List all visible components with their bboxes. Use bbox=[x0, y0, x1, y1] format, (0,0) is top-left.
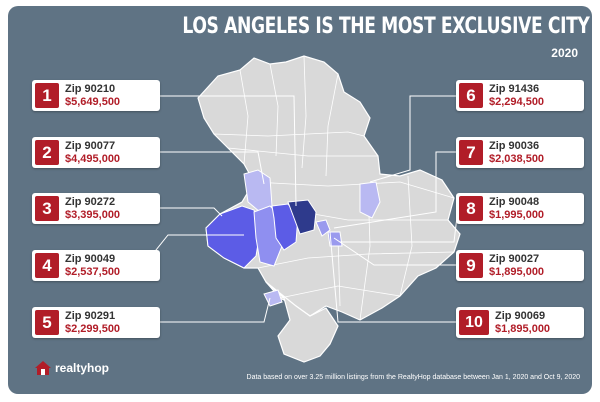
median-price: $4,495,000 bbox=[65, 152, 121, 165]
zip-code: Zip 90069 bbox=[495, 309, 546, 322]
realtyhop-logo: realtyhop bbox=[34, 360, 109, 376]
rank-badge: 3 bbox=[35, 196, 59, 221]
rank-badge: 8 bbox=[459, 196, 483, 221]
zip-ranking-card: 7 Zip 90036 $2,038,500 bbox=[456, 137, 584, 168]
zip-code: Zip 90210 bbox=[65, 82, 116, 95]
median-price: $3,395,000 bbox=[65, 208, 121, 221]
rank-badge: 6 bbox=[459, 83, 483, 108]
rank-badge: 4 bbox=[35, 253, 59, 278]
zip-code: Zip 90027 bbox=[489, 252, 540, 265]
zip-code: Zip 91436 bbox=[489, 82, 540, 95]
zip-ranking-card: 5 Zip 90291 $2,299,500 bbox=[32, 307, 160, 338]
zip-ranking-card: 3 Zip 90272 $3,395,000 bbox=[32, 193, 160, 224]
los-angeles-map bbox=[143, 55, 461, 363]
rank-badge: 5 bbox=[35, 310, 59, 335]
rank-badge: 2 bbox=[35, 140, 59, 165]
median-price: $2,294,500 bbox=[489, 95, 545, 108]
year-label: 2020 bbox=[551, 46, 578, 60]
highlighted-zips bbox=[205, 169, 381, 307]
median-price: $1,995,000 bbox=[489, 208, 545, 221]
zip-code: Zip 90291 bbox=[65, 309, 116, 322]
rank-badge: 10 bbox=[459, 310, 489, 335]
median-price: $2,038,500 bbox=[489, 152, 545, 165]
zip-ranking-card: 1 Zip 90210 $5,649,500 bbox=[32, 80, 160, 111]
zip-ranking-card: 2 Zip 90077 $4,495,000 bbox=[32, 137, 160, 168]
rank-badge: 1 bbox=[35, 83, 59, 108]
map-boundaries bbox=[213, 55, 455, 321]
zip-ranking-card: 9 Zip 90027 $1,895,000 bbox=[456, 250, 584, 281]
median-price: $1,895,000 bbox=[489, 265, 545, 278]
median-price: $2,299,500 bbox=[65, 322, 121, 335]
rank-badge: 9 bbox=[459, 253, 483, 278]
zip-code: Zip 90036 bbox=[489, 139, 540, 152]
median-price: $1,895,000 bbox=[495, 322, 551, 335]
house-icon bbox=[35, 361, 51, 375]
median-price: $2,537,500 bbox=[65, 265, 121, 278]
zip-code: Zip 90049 bbox=[65, 252, 116, 265]
zip-ranking-card: 6 Zip 91436 $2,294,500 bbox=[456, 80, 584, 111]
median-price: $5,649,500 bbox=[65, 95, 121, 108]
zip-code: Zip 90077 bbox=[65, 139, 116, 152]
logo-text: realtyhop bbox=[55, 361, 110, 375]
rank-badge: 7 bbox=[459, 140, 483, 165]
zip-code: Zip 90048 bbox=[489, 195, 540, 208]
zip-ranking-card: 4 Zip 90049 $2,537,500 bbox=[32, 250, 160, 281]
zip-ranking-card: 10 Zip 90069 $1,895,000 bbox=[456, 307, 584, 338]
zip-code: Zip 90272 bbox=[65, 195, 116, 208]
infographic-card: LOS ANGELES IS THE MOST EXCLUSIVE CITY I… bbox=[8, 6, 592, 394]
zip-ranking-card: 8 Zip 90048 $1,995,000 bbox=[456, 193, 584, 224]
leader-lines bbox=[143, 95, 459, 323]
data-source-note: Data based on over 3.25 million listings… bbox=[246, 374, 580, 381]
page-title: LOS ANGELES IS THE MOST EXCLUSIVE CITY I… bbox=[182, 14, 592, 39]
